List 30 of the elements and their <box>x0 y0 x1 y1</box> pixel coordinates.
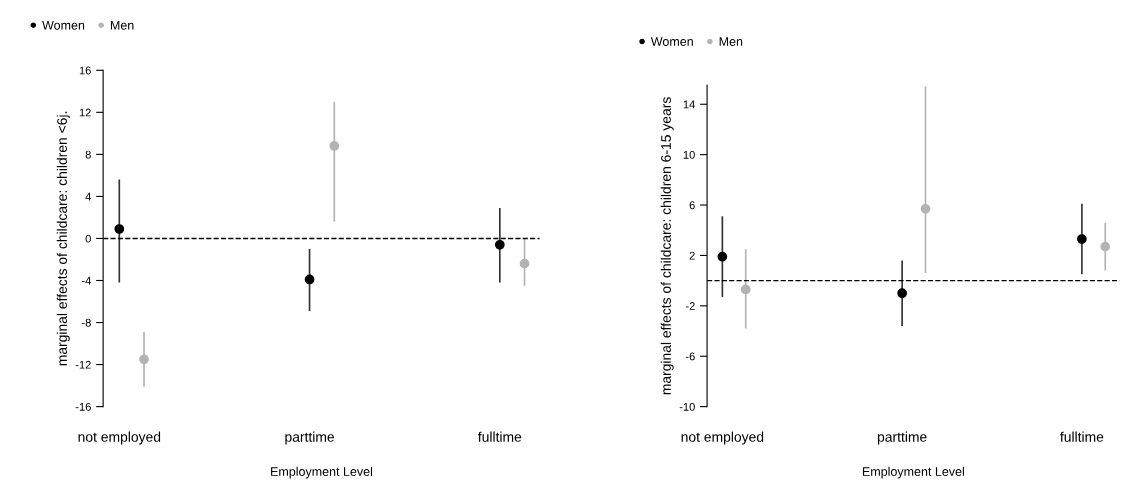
legend-label: Women <box>650 37 693 46</box>
y-tick-label: -16 <box>75 402 91 411</box>
y-tick-label: 8 <box>85 150 91 159</box>
y-tick-label: 6 <box>689 201 695 210</box>
y-tick-label: 0 <box>85 234 91 243</box>
y-tick-label: 12 <box>79 108 91 117</box>
y-tick-label: 4 <box>85 192 92 201</box>
y-tick-label: 14 <box>683 100 695 109</box>
x-tick-label: not employed <box>681 431 764 445</box>
y-tick-label: 16 <box>79 66 91 75</box>
x-axis-title: Employment Level <box>271 466 373 479</box>
y-tick-label: -4 <box>81 276 92 285</box>
legend-label: Men <box>719 37 743 46</box>
x-axis-title: Employment Level <box>862 466 964 479</box>
y-tick-label: 10 <box>683 150 695 159</box>
x-tick-label: fulltime <box>478 431 522 442</box>
y-tick-label: 2 <box>689 251 695 260</box>
x-tick-label: fulltime <box>1060 431 1104 442</box>
y-tick-label: -10 <box>679 402 695 411</box>
x-tick-label: not employed <box>78 431 161 445</box>
y-axis-title: marginal effects of childcare: children <6j. <box>56 111 70 366</box>
y-tick-label: -6 <box>685 352 695 361</box>
y-axis-title: marginal effects of childcare: children 6-15 years <box>660 97 674 395</box>
y-tick-label: -8 <box>81 318 91 327</box>
legend-label: Women <box>42 20 85 30</box>
y-tick-label: -12 <box>75 360 91 369</box>
x-tick-label: parttime <box>285 431 335 445</box>
x-tick-label: parttime <box>877 431 927 445</box>
legend-label: Men <box>110 20 134 30</box>
y-tick-label: -2 <box>685 302 695 310</box>
